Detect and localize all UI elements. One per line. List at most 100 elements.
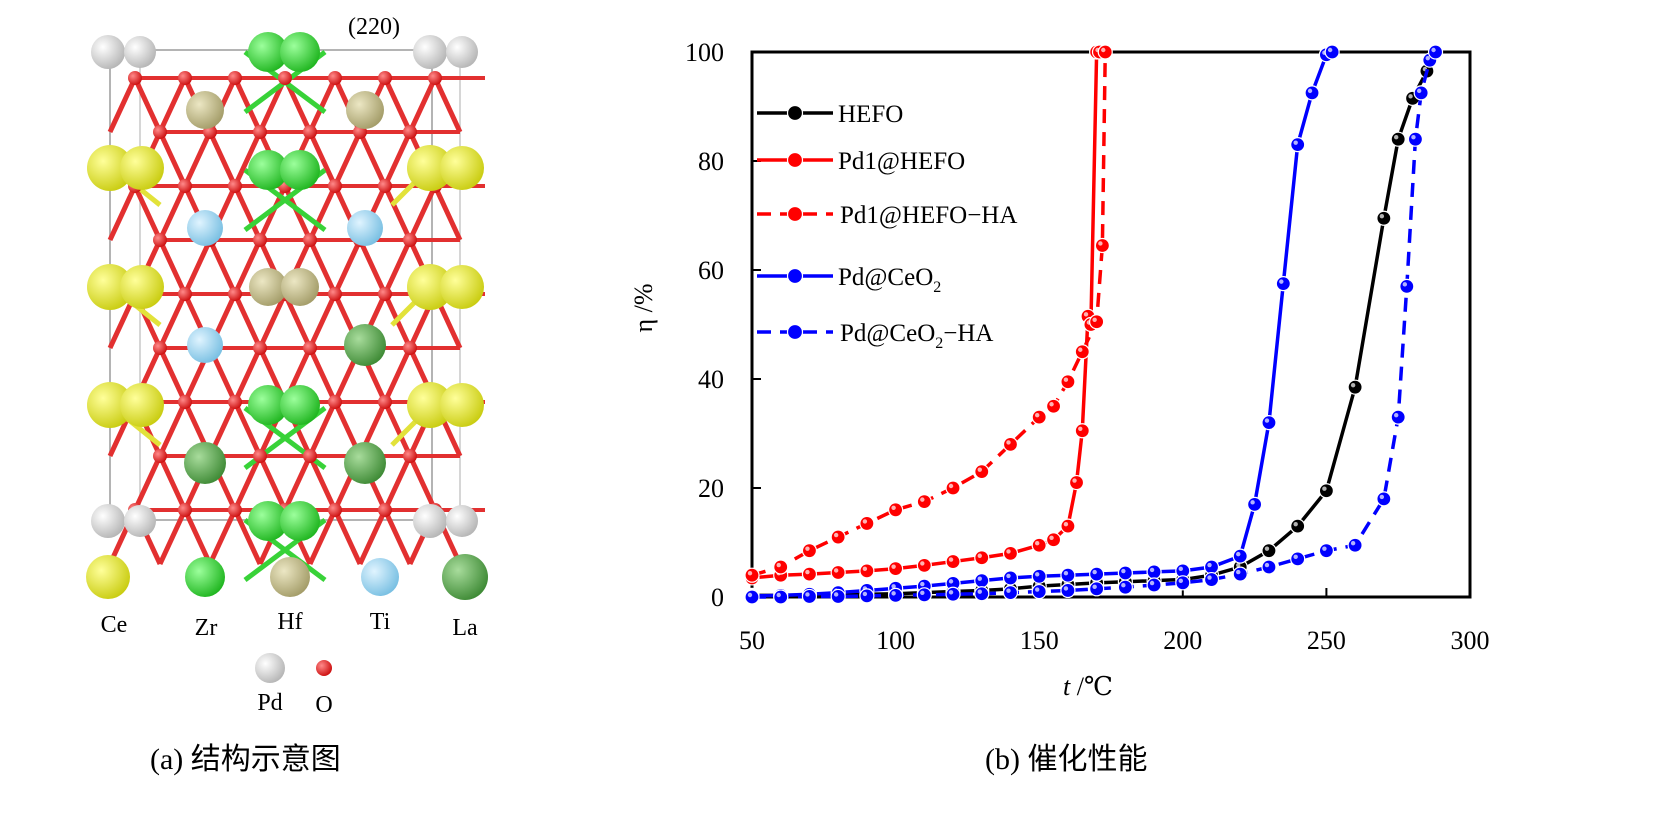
bond-line: [382, 130, 413, 188]
data-point-highlight: [1092, 317, 1097, 322]
bond-line: [382, 184, 413, 242]
data-point: [1002, 545, 1019, 562]
y-axis-label: η /%: [629, 284, 658, 333]
data-point-highlight: [977, 553, 982, 558]
legend-marker: [786, 205, 804, 223]
element-legend: [86, 554, 488, 683]
data-point-highlight: [1092, 569, 1097, 575]
data-point: [1376, 491, 1392, 507]
bond-line: [207, 238, 238, 296]
o-atom: [328, 71, 342, 85]
data-point-highlight: [948, 579, 954, 584]
data-point-highlight: [1402, 282, 1408, 287]
o-atom: [253, 125, 267, 139]
bond-line: [307, 130, 338, 188]
data-point: [916, 494, 932, 510]
data-point: [1347, 537, 1363, 553]
data-point-highlight: [1293, 140, 1298, 145]
data-point-highlight: [1379, 494, 1385, 500]
data-point-highlight: [1063, 586, 1069, 591]
data-point-highlight: [1293, 554, 1298, 560]
data-point: [1117, 579, 1133, 595]
bond-line: [257, 292, 288, 350]
data-point-highlight: [833, 532, 839, 538]
data-point-highlight: [891, 505, 896, 510]
o-atom: [328, 179, 342, 193]
crystal-plane-label: (220): [348, 14, 400, 40]
o-atom: [378, 179, 392, 193]
series-lines: [744, 44, 1444, 605]
o-atom: [228, 71, 242, 85]
bond-line: [407, 184, 438, 242]
bond-line: [157, 76, 188, 134]
o-atom: [328, 395, 342, 409]
pd-atom: [91, 35, 125, 69]
o-atom: [328, 287, 342, 301]
bond-line: [157, 184, 188, 242]
hf-legend-sphere-icon: [270, 557, 310, 597]
bond-line: [307, 292, 338, 350]
data-point: [1275, 276, 1291, 292]
caption-panel-b: (b) 催化性能: [985, 743, 1148, 776]
bond-line: [407, 454, 438, 512]
data-point-highlight: [1425, 55, 1430, 61]
bond-line: [157, 292, 188, 350]
bond-line: [157, 400, 188, 458]
ce-atom: [440, 383, 484, 427]
ce-legend-sphere-icon: [86, 555, 130, 599]
data-point-highlight: [1063, 521, 1069, 527]
series-line: [751, 51, 1108, 577]
bond-line: [357, 508, 388, 566]
data-point-highlight: [833, 592, 839, 597]
data-point: [887, 587, 904, 603]
data-point: [1060, 374, 1076, 390]
data-point: [1074, 423, 1090, 439]
data-point: [1060, 582, 1076, 599]
ti-atom: [187, 210, 223, 246]
o-atom: [228, 503, 242, 517]
data-point: [1031, 537, 1047, 553]
data-point-highlight: [1264, 546, 1270, 551]
data-point: [1089, 314, 1105, 330]
bond-line: [132, 454, 163, 512]
data-point: [1094, 237, 1110, 254]
la-atom: [184, 442, 226, 484]
o-atom: [303, 233, 317, 247]
data-point: [1002, 436, 1019, 452]
o-atom: [328, 503, 342, 517]
data-point: [1390, 131, 1406, 147]
data-point: [974, 573, 990, 589]
pd-atom: [91, 504, 125, 538]
data-point: [1290, 137, 1306, 153]
legend-label: Pd@CeO2: [838, 264, 941, 296]
data-point: [1232, 566, 1248, 582]
legend-label-pd: Pd: [257, 690, 283, 716]
legend-label-main: HEFO: [838, 101, 903, 128]
zr-atom: [248, 501, 288, 541]
data-point: [1117, 565, 1133, 581]
data-point-highlight: [1083, 312, 1089, 317]
data-point: [1261, 415, 1277, 431]
bond-line: [307, 508, 338, 566]
bond-line: [157, 346, 188, 404]
bond-line: [307, 454, 338, 512]
o-atom: [178, 71, 192, 85]
legend-label: Pd1@HEFO: [838, 148, 965, 175]
bond-line: [232, 508, 263, 566]
bond-line: [357, 130, 388, 188]
data-point-highlight: [1101, 47, 1106, 53]
o-atom: [153, 341, 167, 355]
data-point-highlight: [1322, 486, 1327, 491]
data-point: [1304, 85, 1320, 101]
legend-label-la: La: [452, 615, 478, 641]
data-point-highlight: [776, 562, 781, 568]
x-axis-label-variable: t: [1063, 672, 1071, 701]
o-atom: [278, 71, 292, 85]
bond-line: [307, 184, 338, 242]
data-point: [830, 564, 846, 581]
data-point: [1060, 518, 1076, 534]
data-point-highlight: [920, 497, 925, 502]
o-atom: [178, 503, 192, 517]
pd-atom: [413, 35, 447, 69]
